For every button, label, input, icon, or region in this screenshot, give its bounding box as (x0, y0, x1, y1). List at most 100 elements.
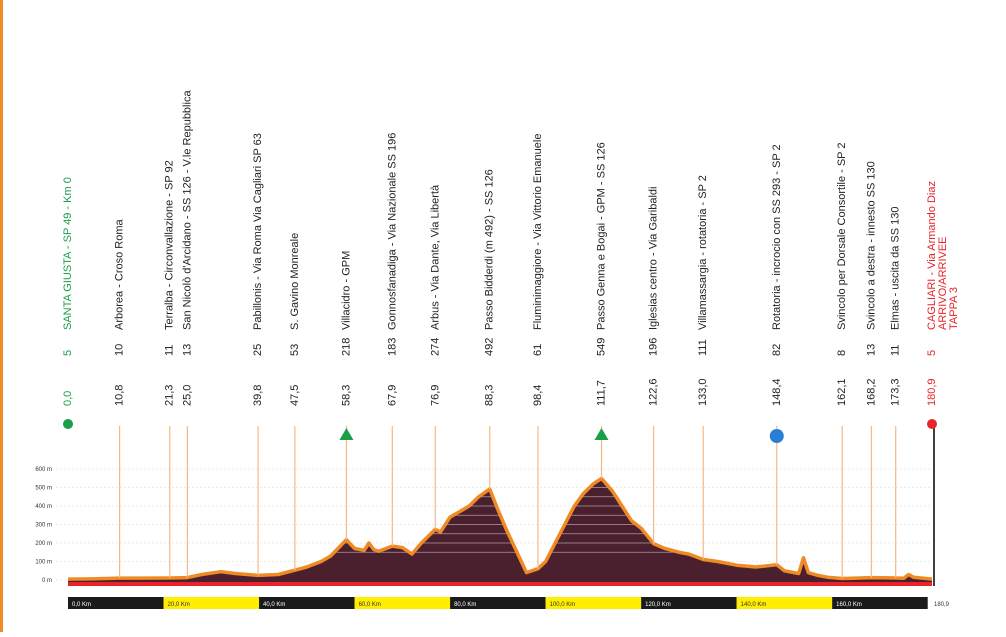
page-accent-rule (0, 0, 3, 632)
waypoint-name: TAPPA 3 (948, 287, 960, 330)
band-segment (641, 597, 737, 609)
y-tick-label: 600 m (35, 467, 52, 473)
x-tick-label: 0,0 Km (72, 602, 91, 608)
waypoint-marker-lines (118, 426, 897, 579)
waypoint-altitude: 218 (340, 338, 352, 356)
waypoint-altitude: 5 (926, 350, 938, 356)
waypoint-altitude: 25 (252, 344, 264, 356)
waypoint-name: Svincolo a destra - innesto SS 130 (865, 161, 877, 330)
y-tick-label: 200 m (35, 541, 52, 547)
waypoint-name: Villacidro - GPM (340, 251, 352, 330)
waypoint-km: 0,0 (62, 391, 74, 406)
waypoint-km: 148,4 (771, 378, 783, 406)
waypoint-altitude: 61 (532, 344, 544, 356)
waypoint-km: 173,3 (890, 378, 902, 406)
x-tick-label: 80,0 Km (454, 602, 476, 608)
waypoint-name: Pabillonis - Via Roma Via Cagliari SP 63 (252, 133, 264, 330)
x-tick-label: 120,0 Km (645, 602, 671, 608)
y-tick-label: 0 m (42, 578, 52, 584)
y-tick-label: 500 m (35, 486, 52, 492)
waypoint-km: 67,9 (386, 385, 398, 406)
waypoint-name: S. Gavino Monreale (289, 233, 301, 330)
waypoint-km: 162,1 (836, 378, 848, 406)
waypoint-km: 133,0 (697, 378, 709, 406)
waypoint-name: Fluminimaggiore - Via Vittorio Emanuele (532, 134, 544, 330)
x-tick-label: 60,0 Km (359, 602, 381, 608)
waypoint-km: 39,8 (252, 385, 264, 406)
waypoint-altitude: 11 (164, 345, 176, 356)
waypoint-km: 98,4 (532, 385, 544, 406)
waypoint-name: Villamassargia - rotatoria - SP 2 (697, 175, 709, 330)
x-tick-label: 160,0 Km (836, 602, 862, 608)
waypoint-name: Elmas - uscita da SS 130 (890, 206, 902, 330)
waypoint-altitude: 274 (429, 338, 441, 356)
x-tick-label: 40,0 Km (263, 602, 285, 608)
road-baseline (68, 582, 932, 586)
waypoint-km: 168,2 (865, 378, 877, 406)
gpm-triangle-icon (339, 428, 354, 440)
waypoint-km: 111,7 (595, 380, 607, 406)
x-tick-label: 180,9 (934, 602, 950, 608)
waypoint-name: SANTA GIUSTA - SP 49 - Km 0 (62, 177, 74, 330)
waypoint-altitude: 10 (114, 344, 126, 356)
band-segment (259, 597, 355, 609)
waypoint-altitude: 183 (386, 338, 398, 356)
waypoint-altitude: 111 (697, 339, 709, 356)
x-tick-label: 20,0 Km (168, 602, 190, 608)
waypoint-name: Terralba - Circonvallazione - SP 92 (164, 160, 176, 330)
y-axis-labels: 0 m 100 m 200 m 300 m 400 m 500 m 600 m (35, 467, 52, 584)
waypoint-name: ARRIVO/ARRIVEE (937, 236, 949, 330)
waypoint-altitude: 11 (890, 345, 902, 356)
waypoint-km: 76,9 (429, 385, 441, 406)
sprint-circle-icon (769, 429, 784, 443)
waypoint-name: Svincolo per Dorsale Consortile - SP 2 (836, 143, 848, 331)
waypoint-altitude: 5 (62, 350, 74, 356)
waypoint-km: 21,3 (164, 385, 176, 406)
waypoint-km: 88,3 (484, 385, 496, 406)
x-tick-label: 100,0 Km (550, 602, 576, 608)
profile-fill (68, 478, 932, 586)
band-segment (545, 597, 642, 609)
band-segment (68, 597, 164, 609)
band-segment (163, 597, 260, 609)
waypoint-name: Passo Bidderdi (m 492) - SS 126 (484, 169, 496, 330)
waypoint-km: 10,8 (114, 385, 126, 406)
distance-band: 0,0 Km 20,0 Km 40,0 Km 60,0 Km 80,0 Km 100,0 … (68, 597, 950, 609)
waypoint-altitude: 196 (648, 338, 660, 356)
waypoint-name: Arborea - Croso Roma (114, 218, 126, 330)
band-segment (736, 597, 833, 609)
band-segment (354, 597, 451, 609)
waypoint-altitude: 13 (865, 344, 877, 356)
waypoint-altitude: 13 (181, 344, 193, 356)
waypoint-name: San Nicolò d'Arcidano - SS 126 - V.le Re… (181, 90, 193, 330)
start-dot (63, 419, 73, 429)
waypoint-km: 180,9 (926, 378, 938, 406)
waypoint-km: 58,3 (340, 385, 352, 406)
waypoint-name: Gonnosfanadiga - Via Nazionale SS 196 (386, 133, 398, 330)
waypoint-name: Passo Genna e Bogai - GPM - SS 126 (595, 142, 607, 330)
waypoint-km: 25,0 (181, 385, 193, 406)
y-tick-label: 100 m (35, 560, 52, 566)
waypoint-altitude: 82 (771, 344, 783, 356)
waypoint-altitude: 53 (289, 344, 301, 356)
gpm-triangle-icon (594, 428, 609, 440)
waypoint-km: 122,6 (648, 378, 660, 406)
waypoint-altitude: 8 (836, 350, 848, 356)
waypoint-altitude: 549 (595, 338, 607, 356)
y-tick-label: 400 m (35, 504, 52, 510)
band-segment (832, 597, 928, 609)
waypoint-name: Iglesias centro - Via Garibaldi (648, 187, 660, 330)
waypoint-name: CAGLIARI - Via Armando Diaz (926, 181, 938, 330)
waypoint-name: Rotatoria - incrocio con SS 293 - SP 2 (771, 144, 783, 330)
band-segment (450, 597, 546, 609)
y-tick-label: 300 m (35, 523, 52, 529)
x-tick-label: 140,0 Km (741, 602, 767, 608)
waypoint-labels: 0,0 5 SANTA GIUSTA - SP 49 - Km 0 10,8 10 Arb… (62, 90, 960, 406)
waypoint-km: 47,5 (289, 385, 301, 406)
finish-dot (927, 419, 937, 429)
waypoint-symbols (63, 419, 937, 443)
waypoint-name: Arbus - Via Dante, Via Libertà (429, 184, 441, 330)
waypoint-altitude: 492 (484, 338, 496, 356)
